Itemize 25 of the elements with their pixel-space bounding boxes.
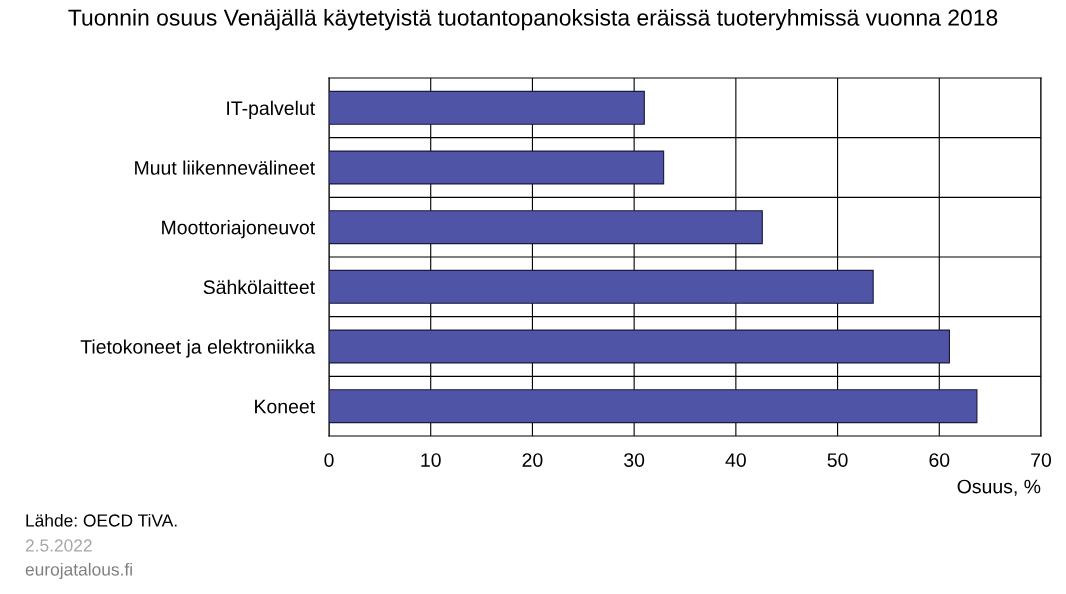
text: Lähde: OECD TiVA. — [26, 513, 177, 527]
bar — [329, 389, 978, 424]
bar — [329, 269, 874, 304]
x-tick-label: 50 — [827, 453, 848, 467]
bar — [329, 150, 665, 185]
text: 2.5.2022 — [25, 539, 92, 552]
y-tick-label: Moottoriajoneuvot — [162, 220, 315, 239]
x-tick-label: 10 — [421, 453, 441, 467]
y-tick-label: Tietokoneet ja elektroniikka — [80, 339, 316, 358]
x-tick-label: 30 — [624, 453, 645, 467]
y-tick-label: IT-palvelut — [227, 100, 315, 119]
x-tick-label: 70 — [1031, 453, 1052, 467]
bar — [329, 329, 951, 364]
x-axis-title: Osuus, % — [957, 479, 1041, 496]
x-tick-label: 60 — [929, 453, 950, 467]
x-tick-label: 20 — [522, 453, 543, 467]
bar — [329, 90, 645, 125]
y-tick-label: Muut liikennevälineet — [135, 160, 315, 175]
x-tick-label: 40 — [725, 453, 746, 467]
x-tick-label: 0 — [324, 453, 334, 467]
chart-title: Tuonnin osuus Venäjällä käytetyistä tuotantopanoksista eräissä tuoteryhmissä vuonna 2018 — [68, 8, 998, 31]
y-tick-label: Sähkölaitteet — [203, 279, 315, 295]
text: eurojatalous.fi — [25, 562, 132, 580]
y-tick-label: Koneet — [255, 399, 315, 414]
bar — [329, 210, 763, 245]
